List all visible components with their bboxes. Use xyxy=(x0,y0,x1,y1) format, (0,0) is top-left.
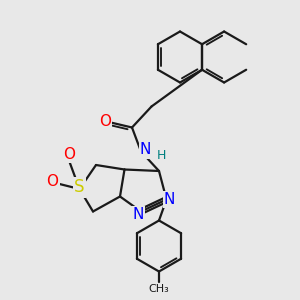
Text: N: N xyxy=(140,142,151,158)
Text: H: H xyxy=(157,148,166,162)
Text: N: N xyxy=(164,192,175,207)
Text: N: N xyxy=(132,207,144,222)
Text: O: O xyxy=(99,114,111,129)
Text: O: O xyxy=(63,147,75,162)
Text: CH₃: CH₃ xyxy=(148,284,170,295)
Text: S: S xyxy=(74,178,85,196)
Text: O: O xyxy=(46,174,58,189)
